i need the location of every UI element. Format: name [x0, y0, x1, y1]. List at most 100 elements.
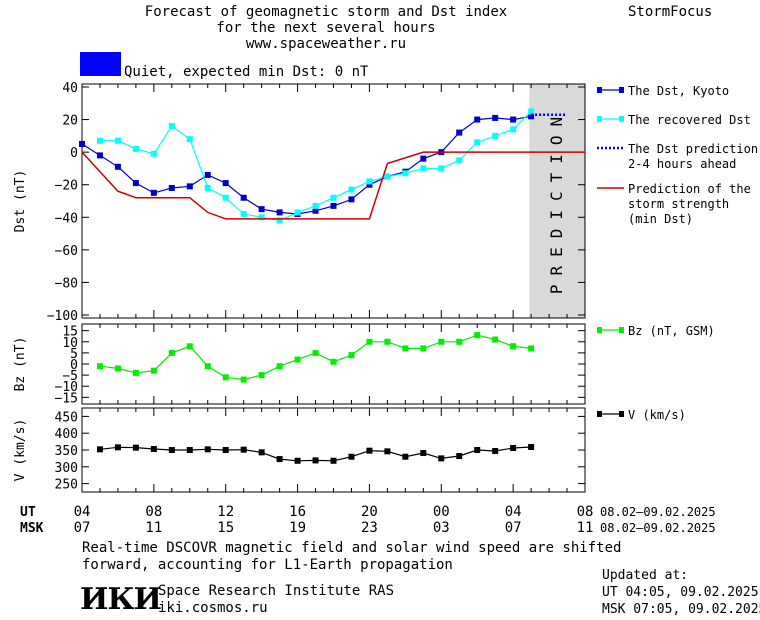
data-point: [348, 453, 355, 460]
data-point: [384, 448, 391, 455]
msk-tick-label: 11: [145, 520, 162, 536]
legend-marker: [619, 327, 624, 333]
ut-axis-label: UT: [20, 505, 36, 520]
legend-label: The Dst prediction: [628, 142, 758, 156]
data-point: [114, 163, 121, 170]
y-tick-label: 0: [70, 358, 78, 373]
data-point: [384, 173, 391, 180]
data-point: [132, 180, 139, 187]
data-point: [330, 358, 337, 365]
data-point: [96, 363, 103, 370]
legend-label: 2-4 hours ahead: [628, 157, 736, 171]
data-point: [348, 196, 355, 203]
msk-tick-label: 19: [289, 520, 306, 536]
data-point: [366, 338, 373, 345]
data-point: [186, 183, 193, 190]
data-point: [312, 207, 319, 214]
y-tick-label: 450: [55, 410, 78, 425]
data-point: [222, 447, 229, 453]
data-point: [168, 447, 175, 453]
msk-tick-label: 23: [361, 520, 378, 536]
data-point: [492, 114, 499, 121]
ut-tick-label: 08: [577, 504, 594, 520]
msk-tick-label: 07: [505, 520, 522, 536]
series-line: [81, 151, 585, 220]
data-point: [204, 363, 211, 370]
y-tick-label: −100: [47, 309, 78, 324]
data-point: [312, 457, 319, 464]
y-tick-label: 20: [62, 114, 78, 129]
data-point: [276, 363, 283, 370]
data-point: [402, 170, 409, 177]
y-tick-label: 250: [55, 478, 78, 493]
data-point: [456, 157, 463, 164]
data-point: [366, 181, 373, 188]
legend-label: storm strength: [628, 197, 729, 211]
ut-tick-label: 16: [289, 504, 306, 520]
legend-marker: [619, 87, 624, 93]
y-tick-label: −40: [55, 211, 78, 226]
legend-label: V (km/s): [628, 408, 686, 422]
updated-ut: UT 04:05, 09.02.2025: [602, 585, 759, 600]
data-point: [312, 202, 319, 209]
status-text: Quiet, expected min Dst: 0 nT: [124, 64, 369, 80]
data-point: [474, 139, 481, 146]
footer-note-line-1: Real-time DSCOVR magnetic field and sola…: [82, 540, 622, 556]
data-point: [456, 129, 463, 136]
data-point: [240, 446, 247, 453]
legend-label: The recovered Dst: [628, 113, 751, 127]
chart-title-line-1: Forecast of geomagnetic storm and Dst in…: [144, 4, 508, 20]
brand-name: StormFocus: [628, 4, 713, 20]
prediction-label: PREDICTION: [547, 108, 566, 294]
data-point: [294, 356, 301, 363]
data-point: [150, 150, 157, 157]
legend-marker: [597, 411, 602, 417]
chart-title-line-2: for the next several hours: [216, 20, 436, 36]
status-color-box: [80, 52, 121, 76]
data-point: [456, 338, 463, 345]
y-tick-label: 400: [55, 427, 78, 442]
y-tick-label: 350: [55, 444, 78, 459]
legend-marker: [597, 116, 602, 122]
data-point: [294, 457, 301, 464]
data-point: [150, 367, 157, 374]
data-point: [438, 455, 445, 462]
institute-name: Space Research Institute RAS: [158, 583, 395, 599]
data-point: [222, 180, 229, 187]
data-point: [294, 209, 301, 216]
institute-website: iki.cosmos.ru: [158, 600, 268, 616]
data-point: [366, 178, 373, 185]
data-point: [258, 449, 265, 456]
data-point: [258, 372, 265, 379]
data-point: [456, 453, 463, 460]
updated-label: Updated at:: [602, 568, 689, 583]
updated-msk: MSK 07:05, 09.02.2025: [602, 602, 760, 617]
panel-frame: [81, 407, 586, 493]
chart-title-line-3: www.spaceweather.ru: [245, 36, 407, 52]
ut-date-range: 08.02–09.02.2025: [600, 505, 716, 519]
iki-logo: ИКИ: [80, 582, 162, 617]
data-point: [132, 444, 139, 451]
y-tick-label: 300: [55, 461, 78, 476]
data-point: [510, 116, 517, 123]
data-point: [96, 137, 103, 144]
data-point: [204, 171, 211, 178]
data-point: [96, 152, 103, 159]
data-point: [96, 446, 103, 453]
y-tick-label: 5: [70, 347, 78, 362]
data-point: [348, 186, 355, 193]
y-tick-label: 0: [70, 146, 78, 161]
data-point: [132, 145, 139, 152]
data-point: [186, 343, 193, 350]
data-point: [384, 338, 391, 345]
footer-note-line-2: forward, accounting for L1-Earth propaga…: [82, 557, 453, 573]
data-point: [348, 352, 355, 359]
data-point: [276, 217, 283, 224]
msk-tick-label: 11: [577, 520, 594, 536]
msk-axis-label: MSK: [20, 521, 44, 536]
legend-marker: [597, 87, 602, 93]
data-point: [114, 137, 121, 144]
legend-label: The Dst, Kyoto: [628, 84, 729, 98]
data-point: [168, 184, 175, 191]
